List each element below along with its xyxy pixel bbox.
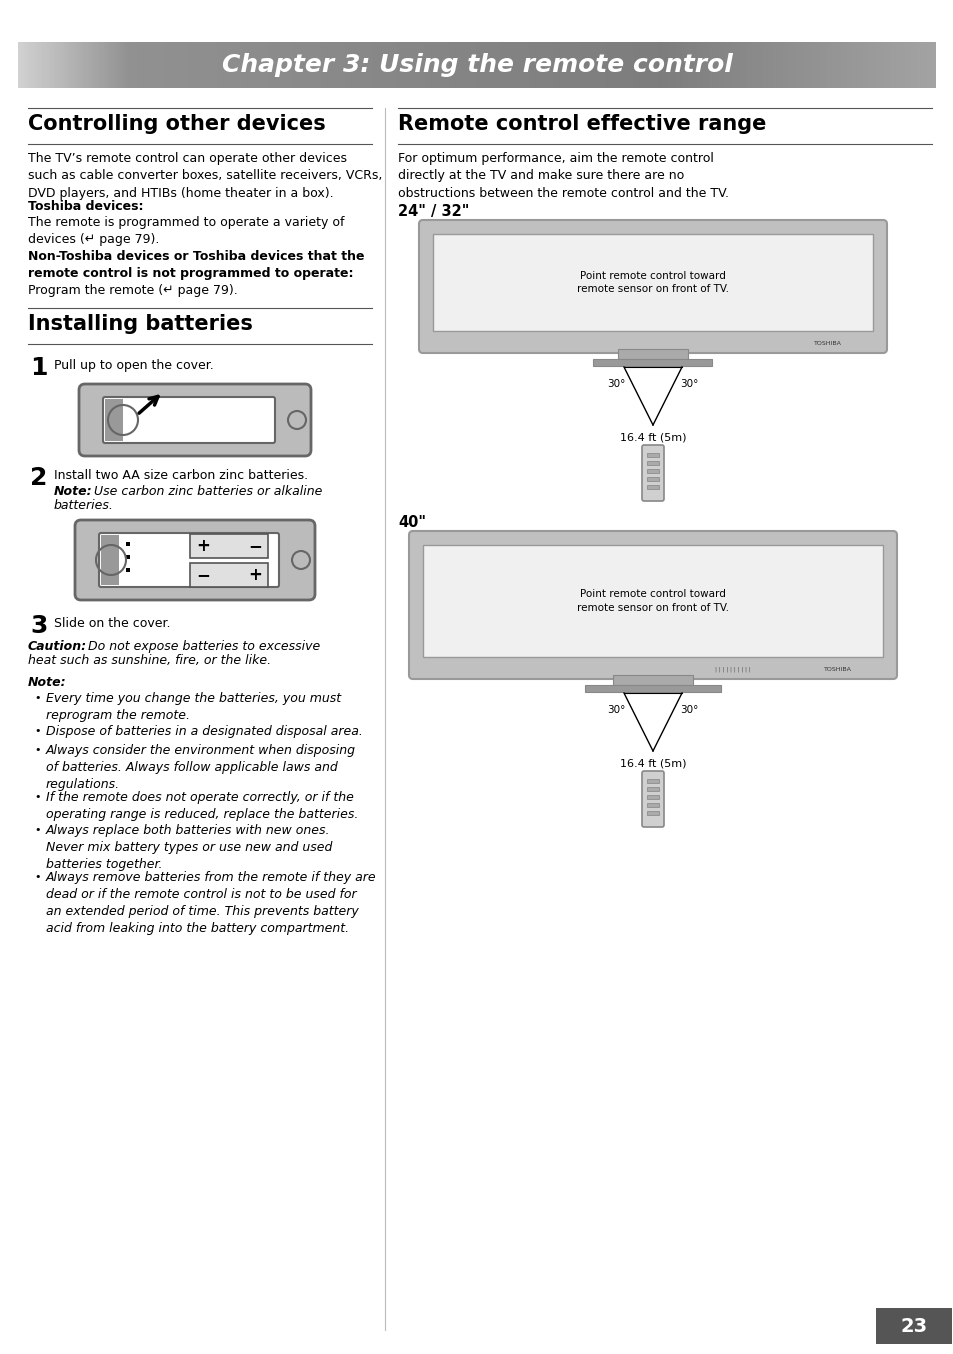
Text: | | | | | | | | | |: | | | | | | | | | | <box>715 666 750 672</box>
Bar <box>646 803 659 807</box>
Text: 30°: 30° <box>607 705 625 715</box>
Bar <box>646 468 659 473</box>
Text: batteries.: batteries. <box>54 500 113 512</box>
Bar <box>646 454 659 458</box>
Text: 24" / 32": 24" / 32" <box>397 204 469 219</box>
FancyBboxPatch shape <box>103 397 274 443</box>
Text: Toshiba devices:: Toshiba devices: <box>28 200 143 213</box>
Bar <box>646 485 659 489</box>
Bar <box>101 535 119 585</box>
Text: TOSHIBA: TOSHIBA <box>823 668 851 672</box>
Text: 30°: 30° <box>679 379 698 389</box>
Text: 2: 2 <box>30 466 48 490</box>
FancyBboxPatch shape <box>75 520 314 600</box>
FancyBboxPatch shape <box>641 770 663 827</box>
Bar <box>126 567 130 571</box>
Bar <box>646 795 659 799</box>
Text: Non-Toshiba devices or Toshiba devices that the
remote control is not programmed: Non-Toshiba devices or Toshiba devices t… <box>28 250 364 280</box>
Text: +: + <box>248 566 262 584</box>
Bar <box>433 234 872 330</box>
Text: Point remote control toward
remote sensor on front of TV.: Point remote control toward remote senso… <box>577 271 728 294</box>
Text: 40": 40" <box>397 515 426 529</box>
Text: •: • <box>34 872 40 881</box>
Bar <box>875 1308 951 1345</box>
Bar <box>190 533 268 558</box>
Text: The TV’s remote control can operate other devices
such as cable converter boxes,: The TV’s remote control can operate othe… <box>28 152 382 200</box>
Bar <box>190 563 268 588</box>
Text: Caution:: Caution: <box>28 640 87 653</box>
Bar <box>646 477 659 481</box>
Bar <box>584 685 720 692</box>
Bar <box>613 676 692 685</box>
Text: 1: 1 <box>30 356 48 380</box>
Bar <box>105 399 123 441</box>
Text: Point remote control toward
remote sensor on front of TV.: Point remote control toward remote senso… <box>577 589 728 612</box>
Bar <box>593 359 712 366</box>
Text: Install two AA size carbon zinc batteries.: Install two AA size carbon zinc batterie… <box>54 468 308 482</box>
Text: •: • <box>34 792 40 802</box>
Bar <box>646 811 659 815</box>
Text: Pull up to open the cover.: Pull up to open the cover. <box>54 359 213 372</box>
Text: 3: 3 <box>30 613 48 638</box>
Text: Use carbon zinc batteries or alkaline: Use carbon zinc batteries or alkaline <box>90 485 322 498</box>
FancyBboxPatch shape <box>641 445 663 501</box>
Text: −: − <box>248 538 262 555</box>
Text: •: • <box>34 726 40 737</box>
Text: If the remote does not operate correctly, or if the
operating range is reduced, : If the remote does not operate correctly… <box>46 791 358 821</box>
Text: Controlling other devices: Controlling other devices <box>28 114 325 134</box>
Text: •: • <box>34 825 40 835</box>
Bar <box>126 555 130 559</box>
FancyBboxPatch shape <box>418 219 886 353</box>
Bar <box>126 542 130 546</box>
Text: 16.4 ft (5m): 16.4 ft (5m) <box>619 760 685 769</box>
FancyBboxPatch shape <box>409 531 896 678</box>
FancyBboxPatch shape <box>99 533 278 588</box>
Bar <box>618 349 687 359</box>
Text: Slide on the cover.: Slide on the cover. <box>54 617 171 630</box>
FancyBboxPatch shape <box>79 385 311 456</box>
Text: Remote control effective range: Remote control effective range <box>397 114 765 134</box>
Text: +: + <box>196 538 210 555</box>
Text: Chapter 3: Using the remote control: Chapter 3: Using the remote control <box>221 53 732 77</box>
Text: heat such as sunshine, fire, or the like.: heat such as sunshine, fire, or the like… <box>28 654 271 668</box>
Text: −: − <box>196 566 210 584</box>
Text: •: • <box>34 745 40 756</box>
Text: Note:: Note: <box>28 676 67 689</box>
Bar <box>422 546 882 657</box>
Text: 30°: 30° <box>679 705 698 715</box>
Text: Dispose of batteries in a designated disposal area.: Dispose of batteries in a designated dis… <box>46 724 362 738</box>
Text: Every time you change the batteries, you must
reprogram the remote.: Every time you change the batteries, you… <box>46 692 341 722</box>
Text: Always consider the environment when disposing
of batteries. Always follow appli: Always consider the environment when dis… <box>46 743 355 791</box>
Text: TOSHIBA: TOSHIBA <box>813 341 841 347</box>
Text: 30°: 30° <box>607 379 625 389</box>
Text: Note:: Note: <box>54 485 92 498</box>
Text: 23: 23 <box>900 1316 926 1335</box>
Text: For optimum performance, aim the remote control
directly at the TV and make sure: For optimum performance, aim the remote … <box>397 152 728 200</box>
Text: 16.4 ft (5m): 16.4 ft (5m) <box>619 433 685 443</box>
Text: Installing batteries: Installing batteries <box>28 314 253 334</box>
Text: Program the remote (↵ page 79).: Program the remote (↵ page 79). <box>28 284 237 297</box>
Text: The remote is programmed to operate a variety of
devices (↵ page 79).: The remote is programmed to operate a va… <box>28 217 344 246</box>
Bar <box>646 787 659 791</box>
Text: Always replace both batteries with new ones.
Never mix battery types or use new : Always replace both batteries with new o… <box>46 825 332 871</box>
Text: Do not expose batteries to excessive: Do not expose batteries to excessive <box>84 640 320 653</box>
Text: •: • <box>34 693 40 703</box>
Text: Always remove batteries from the remote if they are
dead or if the remote contro: Always remove batteries from the remote … <box>46 871 376 936</box>
Bar <box>646 779 659 783</box>
Bar <box>646 460 659 464</box>
